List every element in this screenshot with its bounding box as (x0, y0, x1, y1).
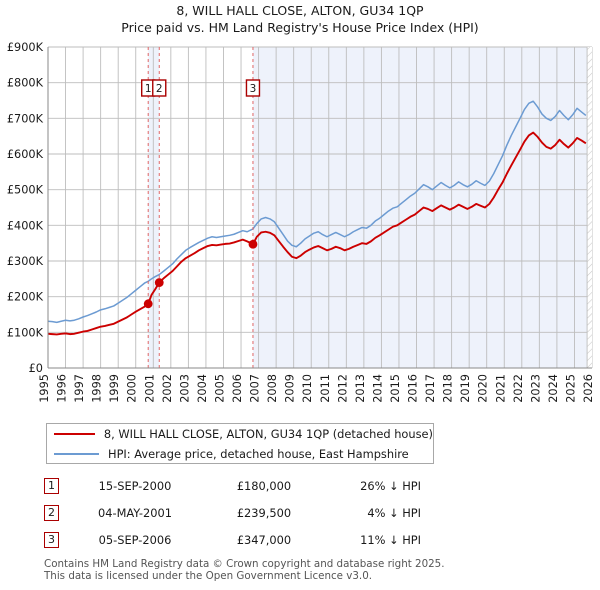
svg-text:2025: 2025 (564, 374, 577, 403)
svg-text:1996: 1996 (56, 374, 69, 403)
svg-text:1999: 1999 (108, 374, 121, 403)
svg-text:2021: 2021 (494, 374, 507, 403)
svg-text:2008: 2008 (266, 374, 279, 403)
table-row: 1 15-SEP-2000 £180,000 26% ↓ HPI (44, 472, 464, 499)
footer-line-1: Contains HM Land Registry data © Crown c… (44, 558, 445, 570)
svg-text:2002: 2002 (161, 374, 174, 403)
svg-text:2001: 2001 (143, 374, 156, 403)
svg-text:£700K: £700K (7, 112, 44, 125)
transaction-date: 05-SEP-2006 (98, 532, 172, 547)
svg-text:£0: £0 (29, 362, 43, 375)
svg-text:2018: 2018 (442, 374, 455, 403)
svg-text:2022: 2022 (512, 374, 525, 403)
transaction-date: 15-SEP-2000 (98, 478, 172, 493)
svg-text:2006: 2006 (231, 374, 244, 403)
svg-text:2013: 2013 (354, 374, 367, 403)
attribution-footer: Contains HM Land Registry data © Crown c… (44, 558, 584, 583)
svg-text:£600K: £600K (7, 148, 44, 161)
svg-text:2004: 2004 (196, 374, 209, 403)
svg-text:£100K: £100K (7, 326, 44, 339)
footer-line-2: This data is licensed under the Open Gov… (44, 570, 373, 583)
svg-text:2010: 2010 (301, 374, 314, 403)
table-row: 3 05-SEP-2006 £347,000 11% ↓ HPI (44, 526, 464, 553)
svg-text:2012: 2012 (336, 374, 349, 403)
transaction-price: £347,000 (236, 532, 292, 547)
legend-swatch-price-paid (54, 433, 95, 435)
chart-plot-area: £0 £100K £200K £300K £400K £500K £600K £700K £80… (7, 41, 595, 403)
svg-text:2017: 2017 (424, 374, 437, 403)
svg-text:2026: 2026 (582, 374, 595, 403)
transaction-date: 04-MAY-2001 (97, 505, 173, 520)
svg-text:£900K: £900K (7, 41, 44, 54)
svg-text:2009: 2009 (284, 374, 297, 403)
svg-text:3: 3 (250, 83, 257, 95)
legend-swatch-hpi (54, 453, 99, 455)
svg-text:2023: 2023 (529, 374, 542, 403)
svg-text:2: 2 (156, 83, 163, 95)
transaction-index-badge: 3 (44, 531, 59, 548)
svg-text:1998: 1998 (91, 374, 104, 403)
svg-text:2024: 2024 (547, 374, 560, 403)
svg-text:2007: 2007 (249, 374, 262, 403)
title-line-1: 8, WILL HALL CLOSE, ALTON, GU34 1QP (176, 3, 424, 18)
title-line-2: Price paid vs. HM Land Registry's House … (121, 20, 479, 35)
legend-label-price-paid: 8, WILL HALL CLOSE, ALTON, GU34 1QP (det… (103, 427, 433, 441)
svg-text:2015: 2015 (389, 374, 402, 403)
transaction-index-badge: 2 (44, 504, 59, 521)
transaction-hpi-delta: 4% ↓ HPI (367, 505, 421, 520)
svg-text:£500K: £500K (7, 184, 44, 197)
svg-text:2016: 2016 (407, 374, 420, 403)
legend-item-price-paid: 8, WILL HALL CLOSE, ALTON, GU34 1QP (det… (47, 424, 433, 444)
page-title: 8, WILL HALL CLOSE, ALTON, GU34 1QP Pric… (0, 2, 600, 36)
svg-text:2011: 2011 (319, 374, 332, 403)
chart-legend: 8, WILL HALL CLOSE, ALTON, GU34 1QP (det… (46, 423, 434, 464)
svg-text:2019: 2019 (459, 374, 472, 403)
svg-text:1: 1 (145, 83, 152, 95)
transactions-table: 1 15-SEP-2000 £180,000 26% ↓ HPI 2 04-MA… (44, 472, 464, 553)
svg-text:£300K: £300K (7, 255, 44, 268)
svg-text:1995: 1995 (38, 374, 51, 403)
svg-text:2003: 2003 (178, 374, 191, 403)
svg-text:2005: 2005 (213, 374, 226, 403)
legend-item-hpi: HPI: Average price, detached house, East… (47, 444, 433, 464)
table-row: 2 04-MAY-2001 £239,500 4% ↓ HPI (44, 499, 464, 526)
svg-text:2000: 2000 (126, 374, 139, 403)
transaction-hpi-delta: 26% ↓ HPI (360, 478, 421, 493)
svg-text:£400K: £400K (7, 219, 44, 232)
svg-text:£200K: £200K (7, 291, 44, 304)
transaction-price: £239,500 (236, 505, 292, 520)
transaction-price: £180,000 (236, 478, 292, 493)
transaction-index-badge: 1 (44, 477, 59, 494)
svg-text:£800K: £800K (7, 77, 44, 90)
transaction-hpi-delta: 11% ↓ HPI (360, 532, 421, 547)
svg-text:1997: 1997 (73, 374, 86, 403)
svg-text:2020: 2020 (477, 374, 490, 403)
svg-text:2014: 2014 (371, 374, 384, 403)
legend-label-hpi: HPI: Average price, detached house, East… (108, 447, 409, 461)
